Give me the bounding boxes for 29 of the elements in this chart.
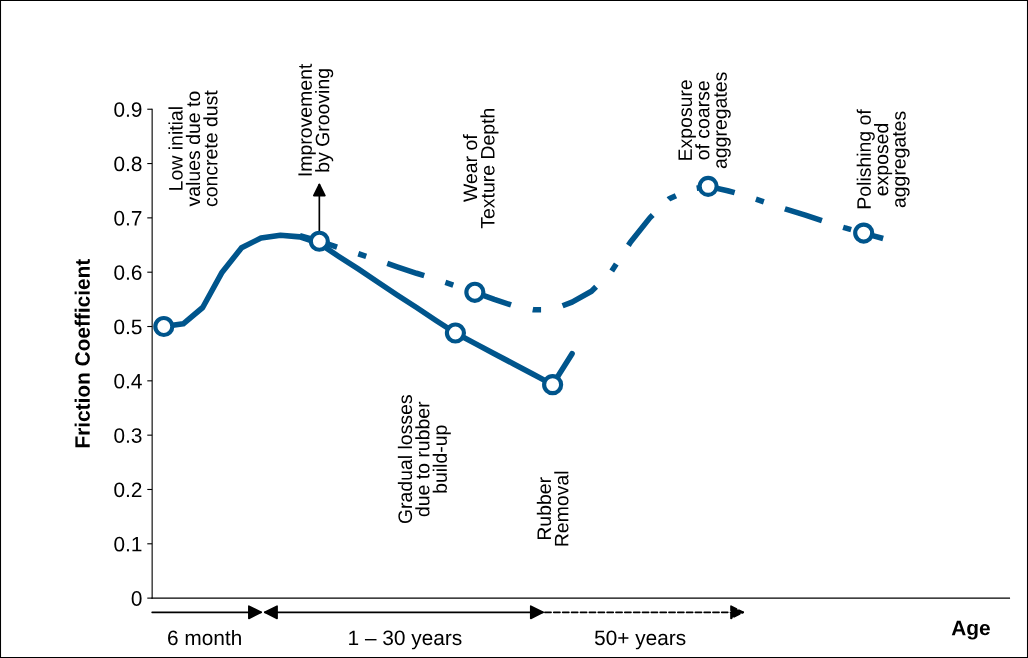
y-tick-label: 0.4: [114, 373, 142, 389]
y-tick-label: 0.8: [114, 156, 142, 172]
y-tick-label: 0.2: [114, 482, 142, 498]
point: [853, 222, 875, 244]
y-axis-title: Friction Coefficient: [74, 259, 90, 448]
point: [464, 281, 486, 303]
point: [542, 374, 564, 396]
text: 1 – 30 years: [349, 630, 462, 650]
annotation: Polishing of exposed aggregates: [856, 109, 910, 209]
annotation: Rubber Removal: [536, 471, 569, 546]
x-axis-title: Age: [951, 620, 990, 640]
text: 6 month: [168, 629, 241, 646]
annotation: Low initial values due to concrete dust: [168, 90, 218, 207]
y-tick-label: 0.1: [114, 536, 142, 552]
y-tick-label: 0.3: [114, 428, 142, 443]
point: [697, 175, 719, 197]
point: [153, 315, 175, 338]
point: [444, 322, 467, 344]
annotation: Exposure of coarse aggregates: [678, 72, 731, 169]
y-tick-label: 0.7: [114, 210, 142, 226]
annotation: Improvement by Grooving: [298, 63, 334, 176]
point: [308, 230, 330, 252]
text: 50+ years: [594, 630, 686, 650]
annotation: Wear of Texture Depth: [462, 108, 499, 229]
y-tick-label: 0.5: [114, 319, 142, 335]
y-tick-label: 0.6: [114, 265, 142, 280]
y-tick-label: 0: [131, 591, 142, 606]
annotation: Gradual losses due to rubber build-up: [397, 395, 451, 524]
y-tick-label: 0.9: [114, 102, 142, 117]
